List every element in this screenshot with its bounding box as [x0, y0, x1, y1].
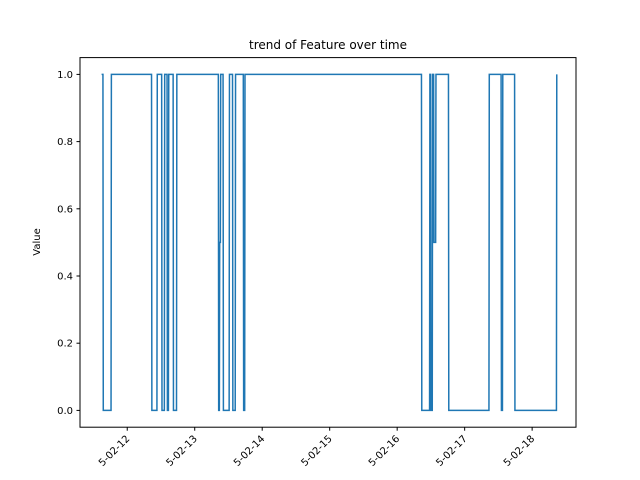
- x-tick-label: 5-02-17: [434, 434, 469, 469]
- axis-ticks: 0.0 0.2 0.4 0.6 0.8 1.0 5-02-12 5-02-13 5-02-14 5…: [57, 70, 537, 469]
- y-axis-label: Value: [32, 228, 43, 255]
- plot-area: [101, 73, 558, 412]
- x-tick-label: 5-02-13: [164, 434, 199, 469]
- x-tick-label: 5-02-18: [502, 434, 537, 469]
- y-tick-label: 0.8: [57, 137, 73, 148]
- x-tick-label: 5-02-15: [299, 434, 334, 469]
- x-tick-label: 5-02-16: [367, 434, 402, 469]
- x-tick-label: 5-02-14: [232, 434, 267, 469]
- y-tick-label: 0.6: [57, 204, 73, 215]
- y-tick-label: 1.0: [57, 70, 73, 81]
- y-tick-label: 0.4: [57, 272, 73, 283]
- y-tick-label: 0.2: [57, 339, 73, 350]
- y-tick-label: 0.0: [57, 406, 73, 417]
- axes-frame: [79, 57, 577, 428]
- series-line-0: [101, 73, 558, 412]
- x-tick-label: 5-02-12: [97, 434, 132, 469]
- chart-title: trend of Feature over time: [249, 38, 407, 52]
